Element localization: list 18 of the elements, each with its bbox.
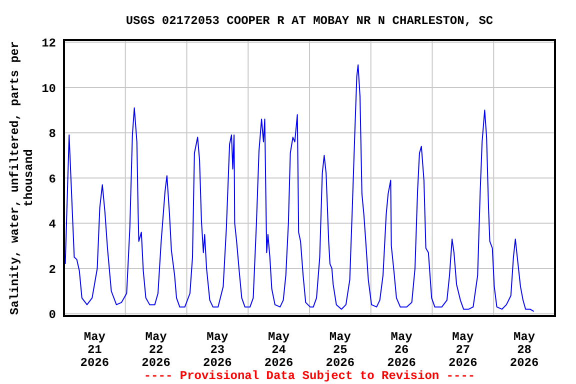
text: ---- Provisional Data Subject to Revision ---- <box>144 369 476 383</box>
y-tick-label: 8 <box>48 127 56 142</box>
y-tick-label: 4 <box>48 218 56 232</box>
x-tick-label: May 25 2026 <box>326 330 355 370</box>
chart-title: USGS 02172053 COOPER R AT MOBAY NR N CHARLESTON, SC <box>126 14 494 28</box>
x-tick-label: May 26 2026 <box>387 330 416 370</box>
x-tick-label: May 24 2026 <box>264 330 294 370</box>
x-tick-label: May 21 2026 <box>80 330 110 370</box>
x-tick-label: May 27 2026 <box>448 330 478 370</box>
x-tick-label: May 28 2026 <box>510 330 539 370</box>
y-tick-label: 2 <box>48 262 56 277</box>
y-tick-label: 12 <box>42 36 56 51</box>
x-tick-label: May 23 2026 <box>203 330 232 370</box>
y-tick-label: 0 <box>48 308 56 322</box>
x-tick-label: May 22 2026 <box>142 330 170 370</box>
y-tick-label: 6 <box>48 172 56 186</box>
y-tick-label: 10 <box>42 82 56 96</box>
y-axis-title: Salinity, water, unfiltered, parts per thousand <box>8 41 36 315</box>
